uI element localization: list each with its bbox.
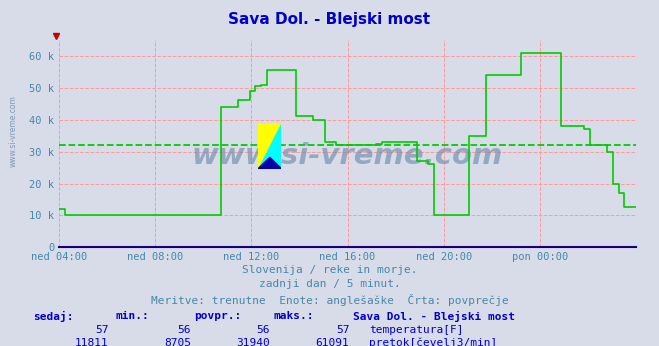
Text: Meritve: trenutne  Enote: anglešaške  Črta: povprečje: Meritve: trenutne Enote: anglešaške Črta… — [151, 294, 508, 306]
Text: povpr.:: povpr.: — [194, 311, 242, 321]
Polygon shape — [258, 124, 281, 169]
Text: Sava Dol. - Blejski most: Sava Dol. - Blejski most — [353, 311, 515, 322]
Text: 11811: 11811 — [75, 338, 109, 346]
Text: sedaj:: sedaj: — [33, 311, 73, 322]
Polygon shape — [258, 157, 281, 169]
Text: 31940: 31940 — [237, 338, 270, 346]
Polygon shape — [258, 124, 281, 169]
Text: temperatura[F]: temperatura[F] — [369, 325, 463, 335]
Text: pretok[čevelj3/min]: pretok[čevelj3/min] — [369, 338, 498, 346]
Text: min.:: min.: — [115, 311, 149, 321]
Text: maks.:: maks.: — [273, 311, 314, 321]
Text: Sava Dol. - Blejski most: Sava Dol. - Blejski most — [229, 12, 430, 27]
Text: 8705: 8705 — [164, 338, 191, 346]
Text: www.si-vreme.com: www.si-vreme.com — [9, 95, 18, 167]
Text: 56: 56 — [178, 325, 191, 335]
Text: www.si-vreme.com: www.si-vreme.com — [192, 142, 503, 170]
Text: zadnji dan / 5 minut.: zadnji dan / 5 minut. — [258, 279, 401, 289]
Text: 57: 57 — [96, 325, 109, 335]
Text: Slovenija / reke in morje.: Slovenija / reke in morje. — [242, 265, 417, 275]
Text: 61091: 61091 — [316, 338, 349, 346]
Text: 57: 57 — [336, 325, 349, 335]
Text: 56: 56 — [257, 325, 270, 335]
